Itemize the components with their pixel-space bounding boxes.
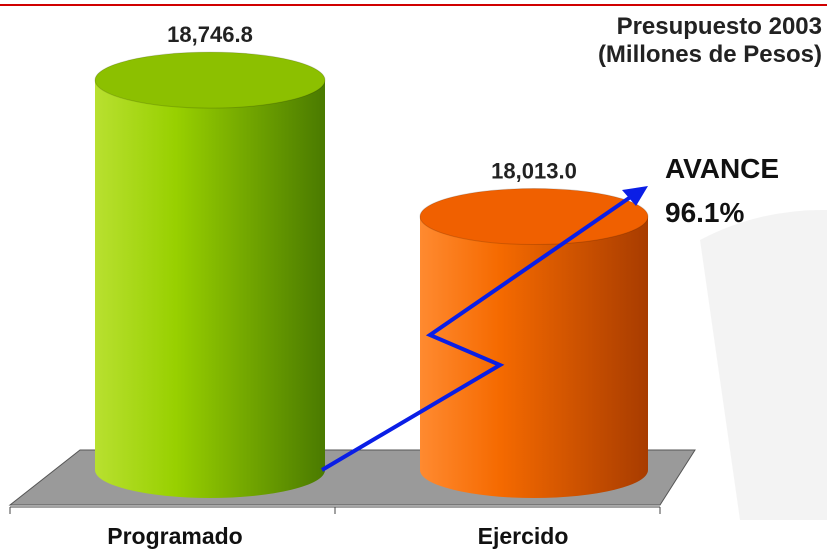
- value-label: 18,013.0: [491, 159, 577, 184]
- chart-subtitle: (Millones de Pesos): [598, 41, 822, 68]
- arrow-head: [622, 186, 648, 206]
- x-tick-label: Ejercido: [478, 523, 569, 549]
- annotation: AVANCE: [665, 153, 779, 184]
- x-tick-label: Programado: [107, 523, 242, 549]
- bar-top: [419, 188, 649, 246]
- chart-title: Presupuesto 2003: [617, 13, 822, 40]
- bar: [94, 51, 326, 498]
- bar-top: [94, 51, 326, 109]
- progress-arrow: [320, 194, 634, 472]
- annotation: 96.1%: [665, 197, 744, 228]
- bar: [419, 188, 649, 499]
- bar-body: [420, 216, 648, 499]
- background-decoration: [700, 209, 827, 520]
- value-label: 18,746.8: [167, 22, 253, 47]
- bar-body: [95, 80, 325, 498]
